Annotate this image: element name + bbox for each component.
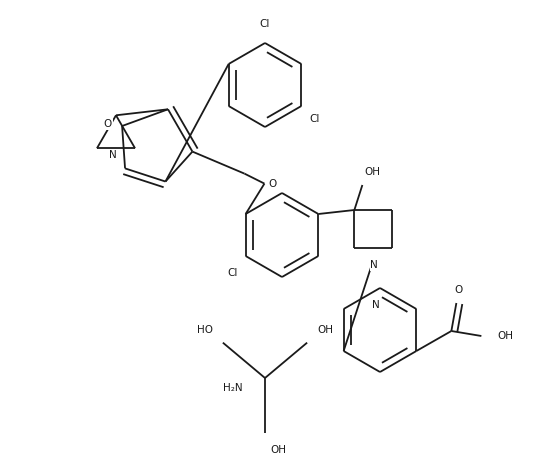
Text: N: N <box>372 300 380 310</box>
Text: O: O <box>268 179 277 189</box>
Text: O: O <box>104 119 112 129</box>
Text: Cl: Cl <box>309 114 320 124</box>
Text: OH: OH <box>498 331 513 341</box>
Text: H₂N: H₂N <box>224 383 243 393</box>
Text: OH: OH <box>317 325 333 335</box>
Text: O: O <box>454 285 462 295</box>
Text: Cl: Cl <box>228 268 238 278</box>
Text: N: N <box>110 151 117 160</box>
Text: Cl: Cl <box>260 19 270 29</box>
Text: OH: OH <box>270 445 286 455</box>
Text: HO: HO <box>197 325 213 335</box>
Text: OH: OH <box>364 167 380 177</box>
Text: N: N <box>371 260 378 270</box>
